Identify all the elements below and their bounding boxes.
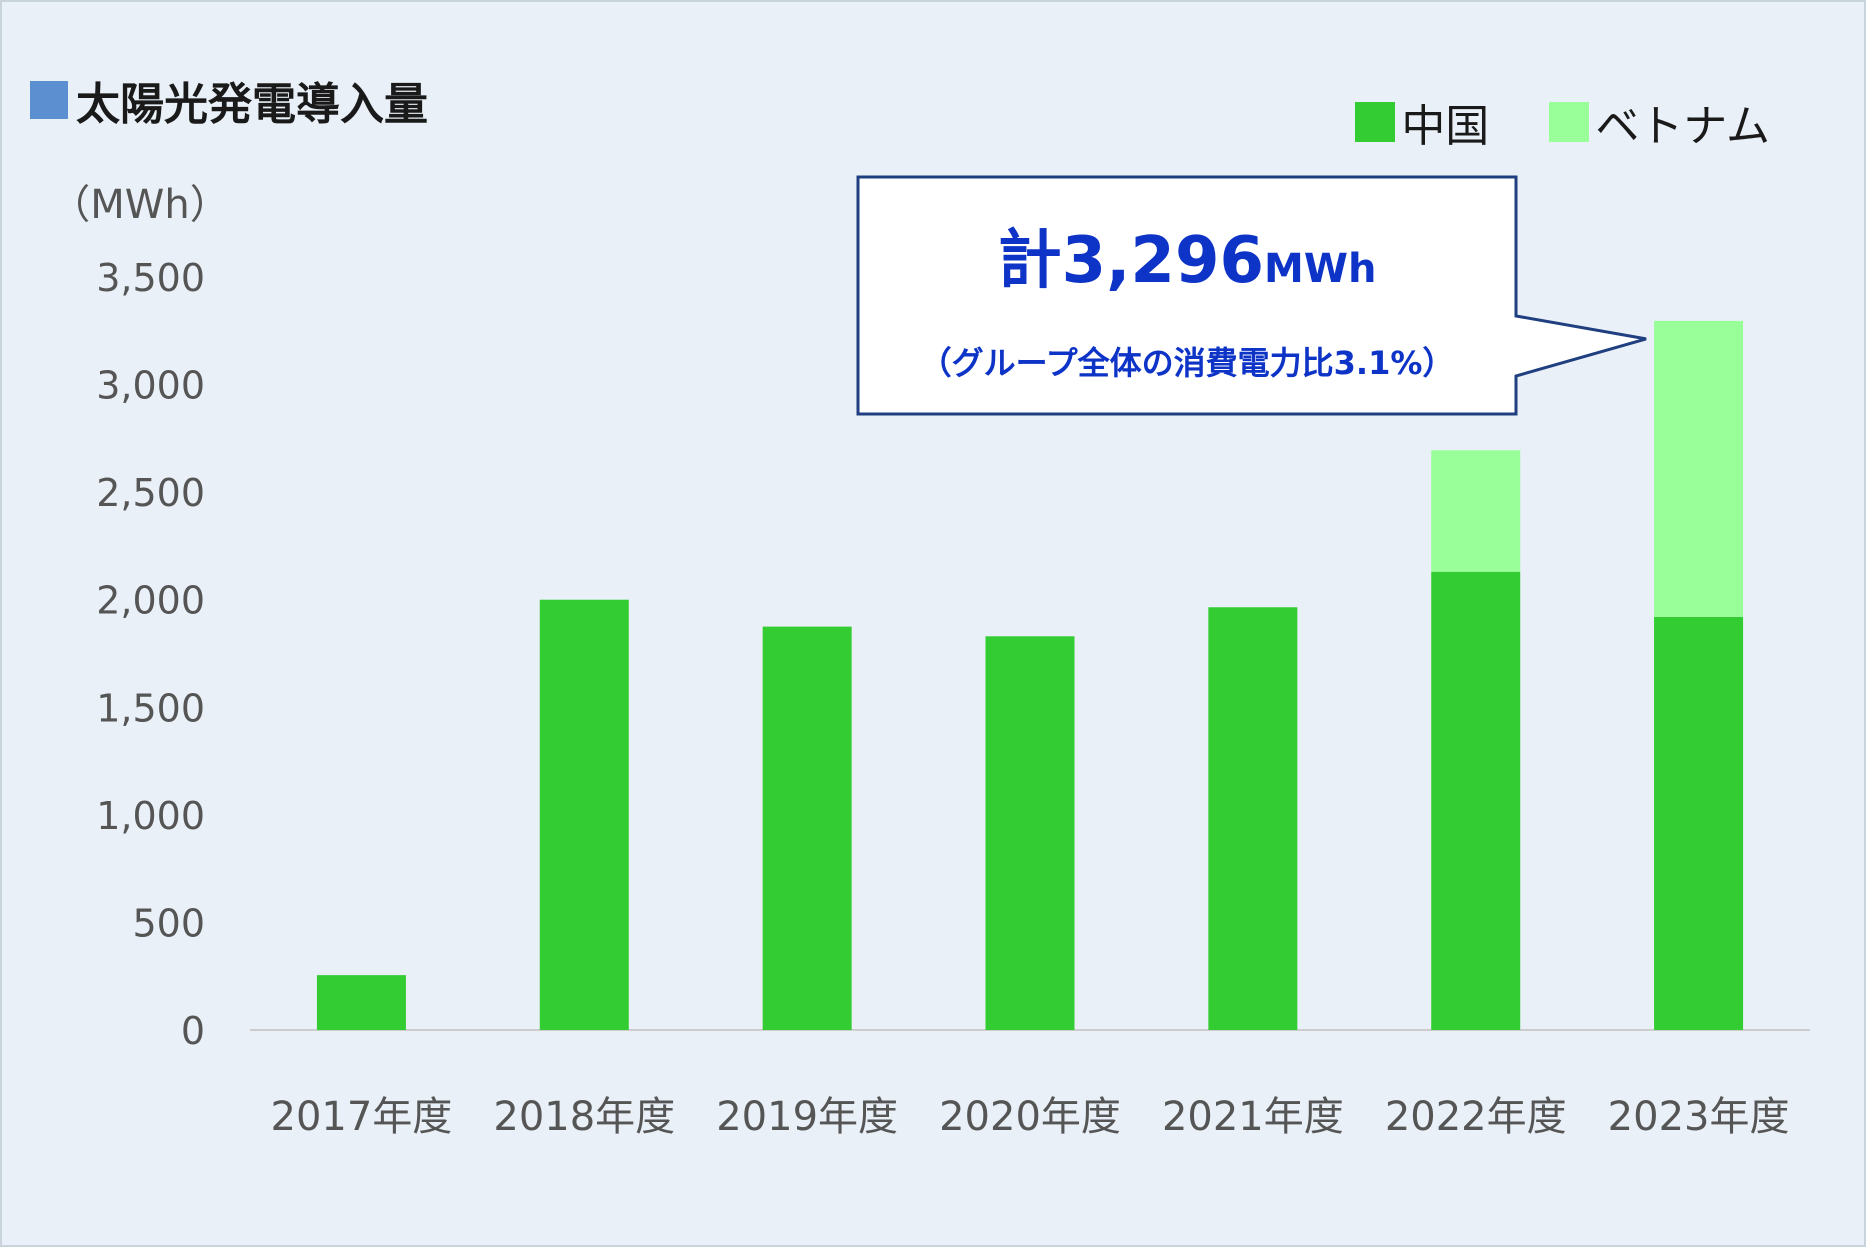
callout-unit: MWh	[1264, 246, 1377, 292]
bar-vietnam	[1431, 450, 1521, 572]
bar-china	[1654, 616, 1744, 1030]
bar-china	[539, 599, 629, 1030]
callout-total: 計3,296MWh	[858, 229, 1516, 293]
chart-title-text: 太陽光発電導入量	[76, 79, 428, 130]
x-tick-label: 2018年度	[493, 1094, 675, 1140]
y-tick-label: 2,000	[96, 579, 205, 623]
legend-swatch-china	[1355, 102, 1396, 142]
x-tick-label: 2023年度	[1608, 1094, 1790, 1140]
y-tick-label: 1,000	[96, 794, 205, 838]
callout-prefix: 計	[997, 224, 1062, 298]
bar-vietnam	[1654, 320, 1744, 617]
callout-balloon	[856, 175, 1647, 416]
total-callout: 計3,296MWh （グループ全体の消費電力比3.1%）	[858, 177, 1516, 414]
legend: 中国 ベトナム	[1355, 90, 1770, 154]
x-tick-label: 2017年度	[271, 1094, 453, 1140]
y-tick-label: 1,500	[96, 686, 205, 730]
callout-note: （グループ全体の消費電力比3.1%）	[919, 344, 1455, 382]
bar-china	[762, 626, 852, 1030]
y-tick-label: 0	[181, 1009, 205, 1053]
bar-china	[1208, 607, 1298, 1030]
x-tick-label: 2021年度	[1162, 1094, 1344, 1140]
y-tick-label: 3,500	[96, 256, 205, 300]
bar-china	[1431, 571, 1521, 1030]
legend-item-vietnam: ベトナム	[1549, 90, 1770, 154]
y-tick-label: 3,000	[96, 364, 205, 408]
legend-label-china: 中国	[1401, 101, 1490, 152]
legend-swatch-vietnam	[1549, 102, 1590, 142]
title-square-icon	[30, 81, 68, 119]
x-tick-label: 2020年度	[939, 1094, 1121, 1140]
bar-china	[985, 636, 1075, 1030]
callout-value: 3,296	[1061, 224, 1265, 298]
chart-title: 太陽光発電導入量	[30, 68, 428, 132]
y-tick-label: 2,500	[96, 471, 205, 515]
x-tick-label: 2022年度	[1385, 1094, 1567, 1140]
bar-china	[316, 975, 406, 1030]
legend-item-china: 中国	[1355, 90, 1489, 154]
x-tick-label: 2019年度	[716, 1094, 898, 1140]
y-tick-label: 500	[132, 901, 205, 945]
y-axis-label: （MWh）	[50, 182, 229, 228]
legend-label-vietnam: ベトナム	[1595, 101, 1770, 152]
